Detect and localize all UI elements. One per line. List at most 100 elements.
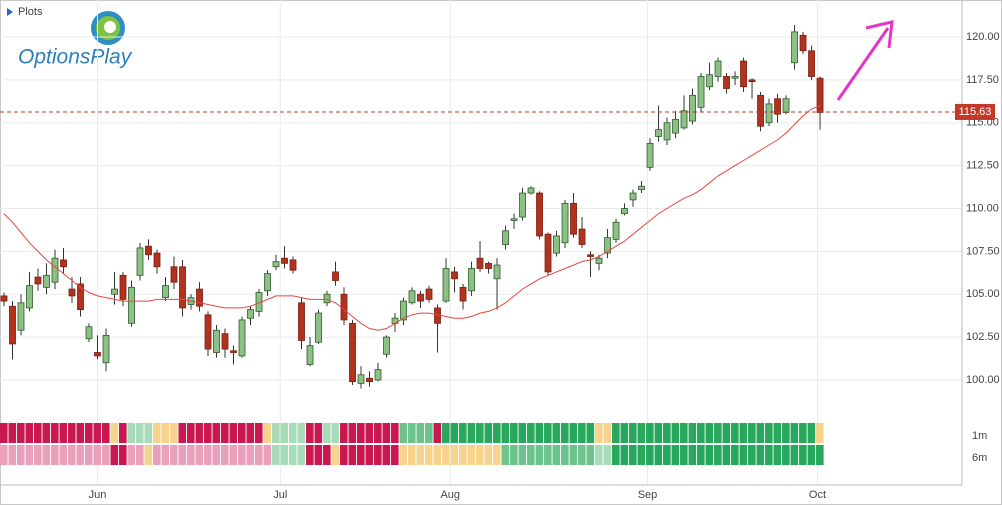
heat-cell [612, 423, 620, 443]
candle-body [519, 192, 526, 218]
candle-body [723, 76, 730, 89]
heat-cell [408, 423, 416, 443]
heat-cell [629, 445, 637, 465]
candle-body [340, 293, 348, 321]
heat-cell [799, 445, 807, 465]
heat-cell [8, 445, 17, 465]
heat-cell [705, 423, 714, 443]
candle-body [408, 290, 416, 304]
heat-cell [765, 445, 773, 465]
heat-cell [807, 423, 816, 443]
heat-cell [722, 423, 731, 443]
heat-cell [552, 445, 561, 465]
heat-cell [680, 423, 688, 443]
candle-body [119, 274, 127, 300]
heat-cell [595, 423, 603, 443]
candle-body [204, 314, 212, 350]
candle-body [374, 369, 382, 381]
candle-body [502, 230, 509, 245]
heat-cell [340, 445, 348, 465]
heat-cell [799, 423, 807, 443]
candle-body [714, 60, 722, 77]
heat-cell [705, 445, 714, 465]
heat-cell [569, 423, 578, 443]
logo: OptionsPlay [18, 11, 133, 69]
heat-cell [620, 445, 629, 465]
heat-cell [476, 445, 484, 465]
heat-cell [221, 445, 229, 465]
candle-body [621, 208, 628, 215]
heat-cell [263, 445, 272, 465]
heat-cell [646, 423, 654, 443]
heat-cell [671, 445, 680, 465]
heat-cell [0, 423, 8, 443]
heat-cell [773, 445, 782, 465]
heat-cell [680, 445, 688, 465]
heat-cell [654, 445, 663, 465]
heat-cell [357, 423, 365, 443]
heat-cell [467, 445, 476, 465]
heat-cell [425, 445, 433, 465]
heat-cell [697, 445, 705, 465]
heat-cell [739, 423, 748, 443]
candle-body [629, 192, 637, 201]
heat-cell [450, 423, 459, 443]
heat-cell [289, 445, 297, 465]
heat-cell [484, 445, 493, 465]
heat-cell [654, 423, 663, 443]
heat-cell [501, 423, 510, 443]
x-tick-label: Oct [809, 489, 826, 501]
candle-body [213, 329, 220, 353]
heat-cell [331, 423, 340, 443]
heat-cell [697, 423, 705, 443]
heat-cell [484, 423, 493, 443]
candle-body [34, 276, 42, 285]
heat-cell [408, 445, 416, 465]
candle-body [442, 268, 450, 302]
heat-cell [50, 423, 59, 443]
candle-body [578, 228, 586, 245]
candle-body [247, 309, 254, 319]
heat-cell [119, 423, 127, 443]
heat-cell [433, 423, 442, 443]
heat-cell [331, 445, 340, 465]
candle-body [94, 352, 101, 357]
y-tick-label: 112.50 [966, 160, 999, 172]
heat-cell [42, 445, 51, 465]
heat-cell [85, 445, 93, 465]
heat-cell [731, 445, 739, 465]
candle-body [791, 31, 798, 64]
candle-body [808, 50, 815, 77]
candle-body [170, 266, 178, 283]
heat-cell [535, 445, 544, 465]
heat-cell [348, 423, 357, 443]
heat-cell [391, 445, 399, 465]
heat-cell [170, 445, 178, 465]
heat-cell [323, 445, 331, 465]
heat-cell [748, 445, 756, 465]
heat-cell [756, 423, 765, 443]
heat-cell [16, 423, 25, 443]
heat-cell [93, 423, 102, 443]
candle-body [612, 221, 620, 240]
candle-body [111, 288, 118, 295]
plots-toggle[interactable]: Plots [7, 6, 43, 18]
heat-cell [552, 423, 561, 443]
candle-body [672, 118, 679, 134]
heat-cell [204, 445, 212, 465]
heat-cell [569, 445, 578, 465]
heat-cell [433, 445, 442, 465]
logo-text: OptionsPlay [18, 46, 133, 69]
heat-row-label: 6m [972, 452, 987, 464]
heat-cell [127, 423, 136, 443]
heat-cell [170, 423, 178, 443]
heat-cell [263, 423, 272, 443]
candle-body [400, 300, 407, 321]
heat-cell [518, 423, 527, 443]
heat-cell [765, 423, 773, 443]
heat-cell [510, 445, 518, 465]
heat-cell [272, 445, 280, 465]
heat-cell [603, 423, 612, 443]
toggle-icon [7, 8, 13, 16]
